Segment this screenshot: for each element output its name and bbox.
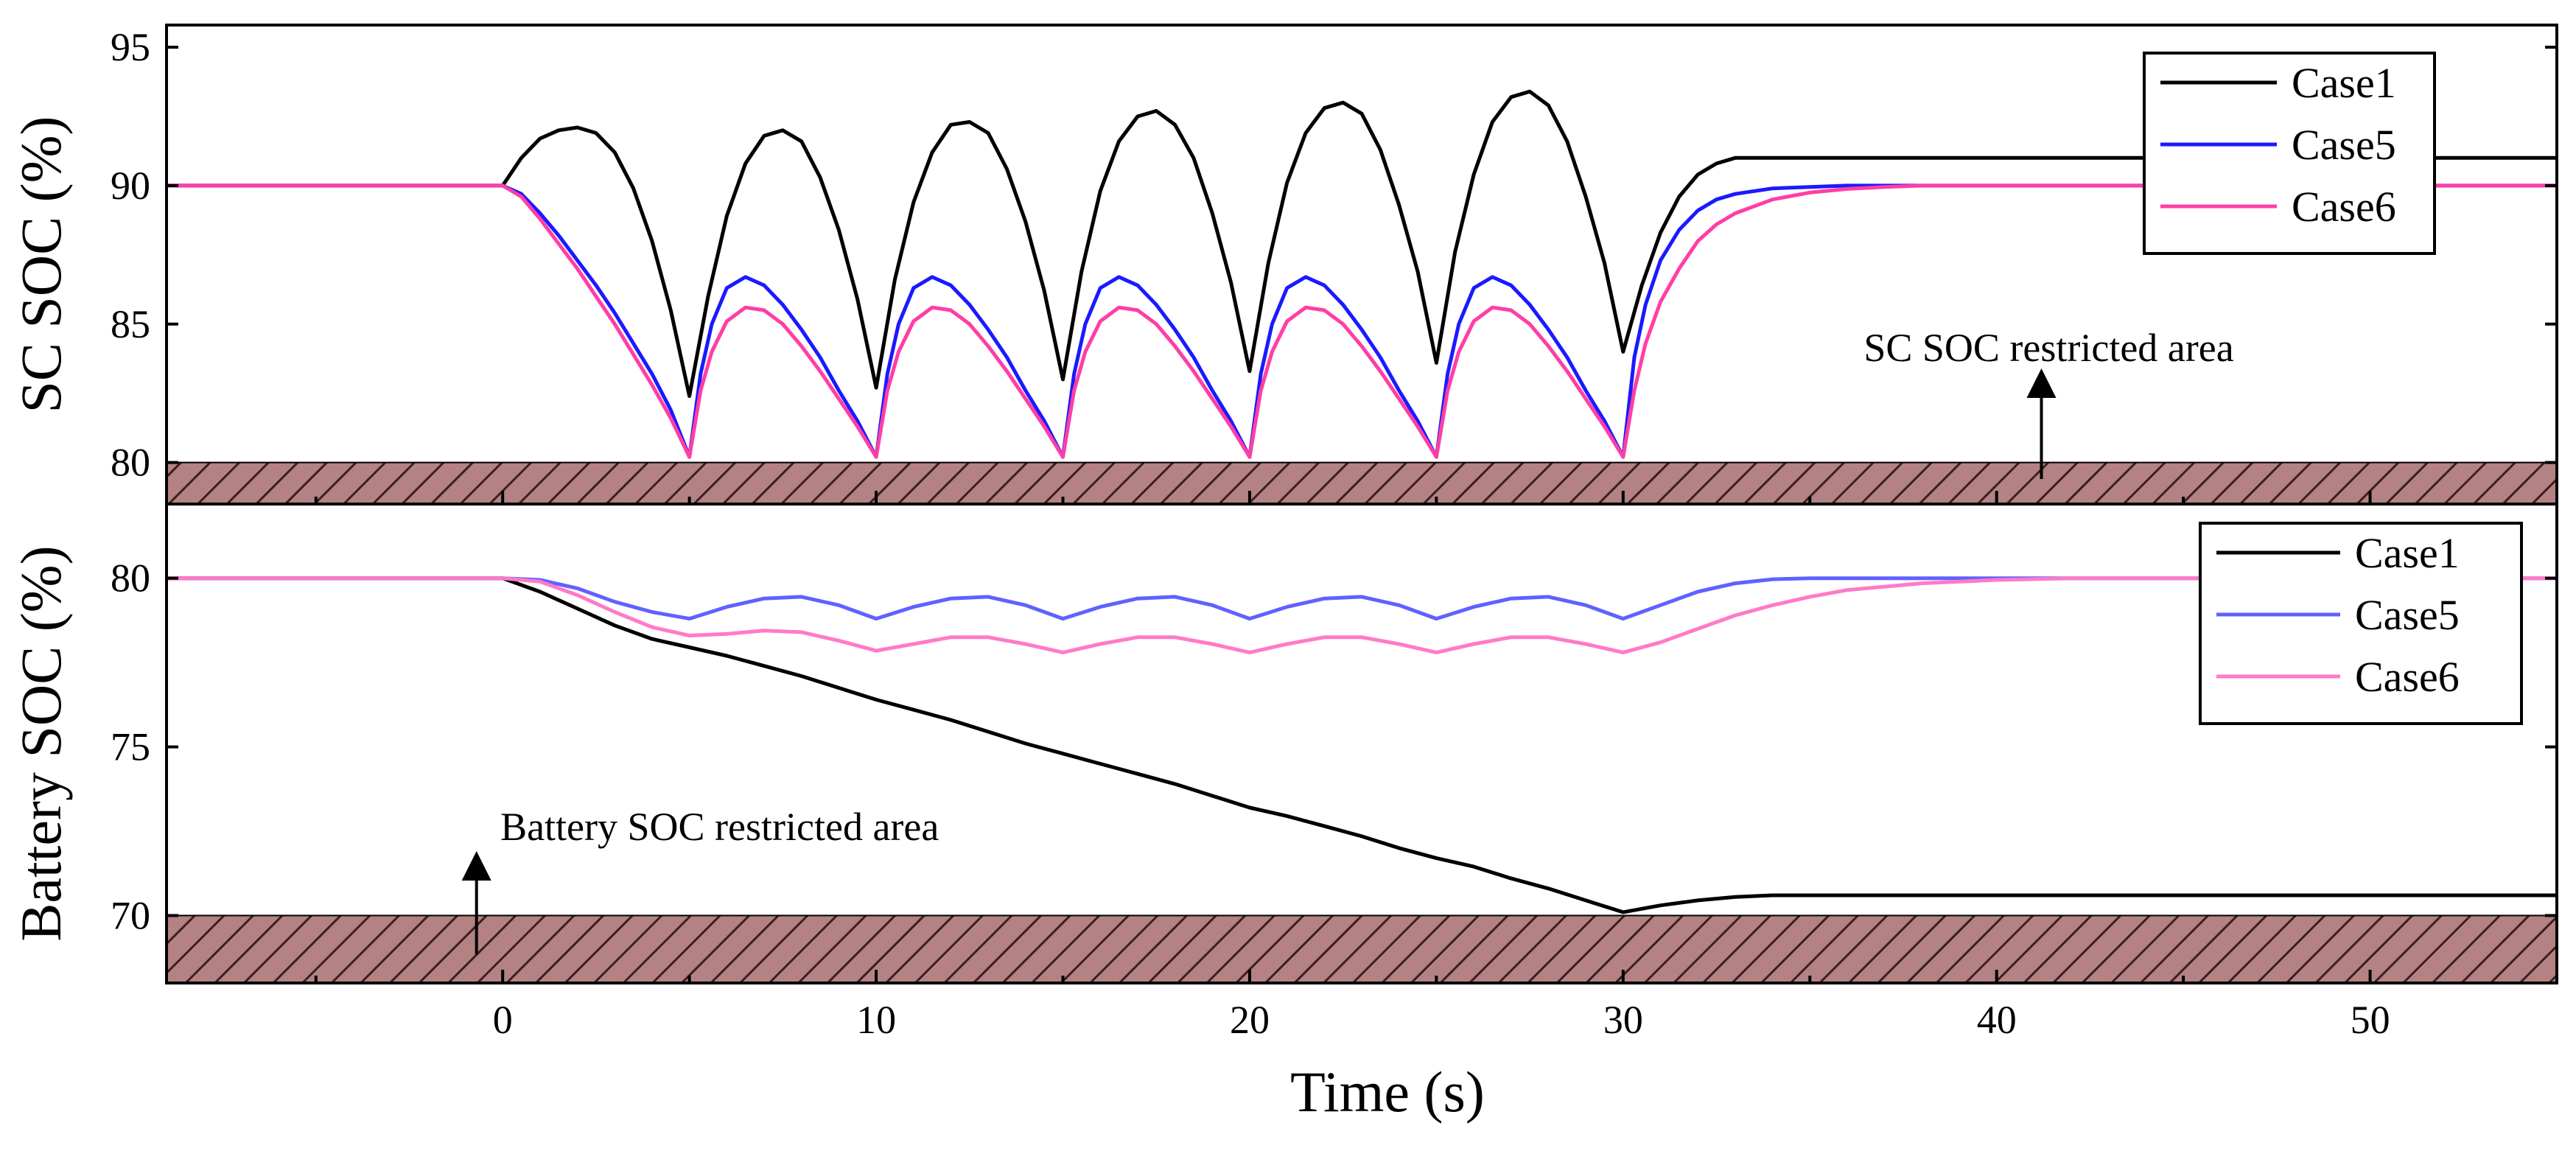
legend-label-case5: Case5 <box>2355 591 2460 639</box>
x-tick-label: 10 <box>856 998 896 1042</box>
y-tick-label: 90 <box>111 164 150 208</box>
sc-restricted-area <box>166 461 2558 505</box>
battery-soc-legend: Case1 Case5 Case6 <box>2199 522 2523 725</box>
legend-label-case6: Case6 <box>2292 183 2396 231</box>
legend-label-case6: Case6 <box>2355 653 2460 701</box>
sc-restricted-label: SC SOC restricted area <box>1863 326 2233 370</box>
sc-soc-panel: 80 85 90 95 SC SOC restricted area SC SOC (… <box>9 24 2558 505</box>
x-tick-label: 40 <box>1977 998 2017 1042</box>
sc-soc-legend: Case1 Case5 Case6 <box>2143 52 2436 255</box>
series-line-case6 <box>167 183 2557 459</box>
legend-box <box>2143 52 2436 255</box>
x-tick-label: 50 <box>2351 998 2390 1042</box>
y-tick-label: 75 <box>111 725 150 769</box>
x-tick-label: 0 <box>493 998 513 1042</box>
y-tick-label: 85 <box>111 302 150 346</box>
battery-soc-panel: 70 75 80 0 10 20 30 40 50 Battery SOC restricte… <box>9 503 2558 1042</box>
series-line-case6 <box>167 576 2557 654</box>
x-tick-label: 20 <box>1230 998 1270 1042</box>
time-axis-title: Time (s) <box>1290 1060 1485 1124</box>
y-tick-label: 80 <box>111 441 150 485</box>
y-tick-label: 80 <box>111 556 150 601</box>
legend-label-case1: Case1 <box>2355 529 2460 577</box>
series-line-case5 <box>167 183 2557 459</box>
battery-soc-plot-frame <box>165 503 2558 984</box>
legend-label-case1: Case1 <box>2292 59 2396 107</box>
series-line-case1 <box>167 89 2557 398</box>
legend-box <box>2199 522 2523 725</box>
y-tick-label: 95 <box>111 25 150 69</box>
battery-restricted-area <box>166 914 2558 984</box>
battery-restricted-label: Battery SOC restricted area <box>500 805 939 849</box>
series-line-case5 <box>167 576 2557 621</box>
series-line-case1 <box>167 576 2557 914</box>
legend-label-case5: Case5 <box>2292 121 2396 169</box>
x-tick-label: 30 <box>1603 998 1643 1042</box>
battery-soc-axis-title: Battery SOC (%) <box>9 545 73 941</box>
y-tick-label: 70 <box>111 893 150 937</box>
sc-soc-axis-title: SC SOC (%) <box>9 116 73 413</box>
